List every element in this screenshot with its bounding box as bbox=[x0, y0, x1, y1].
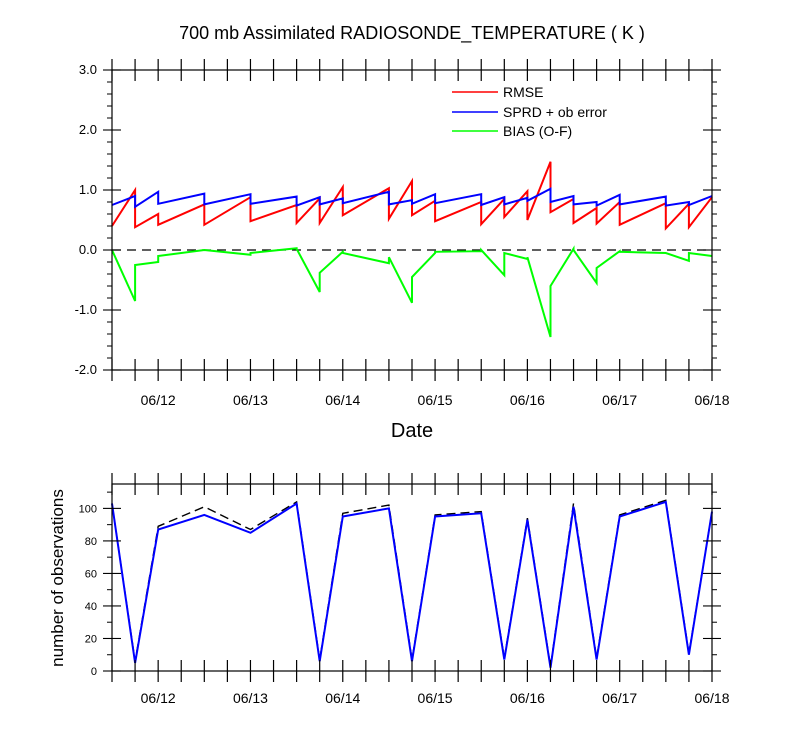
x-tick-label: 06/18 bbox=[694, 690, 729, 706]
y-tick-label: 3.0 bbox=[79, 62, 97, 77]
series-line-bias-o-f bbox=[111, 245, 713, 338]
chart-title: 700 mb Assimilated RADIOSONDE_TEMPERATUR… bbox=[179, 23, 645, 44]
x-tick-label: 06/14 bbox=[325, 392, 360, 408]
y-tick-label: 40 bbox=[85, 601, 97, 613]
bottom-series-group bbox=[111, 499, 713, 668]
x-tick-label: 06/16 bbox=[510, 392, 545, 408]
top-panel: 700 mb Assimilated RADIOSONDE_TEMPERATUR… bbox=[75, 23, 730, 442]
series-line-sprd-ob-error bbox=[111, 187, 713, 209]
x-tick-label: 06/12 bbox=[141, 392, 176, 408]
top-plot-frame bbox=[111, 69, 713, 371]
top-x-tick-labels: 06/12 06/13 06/14 06/15 06/16 06/17 06/18 bbox=[141, 392, 730, 408]
bottom-y-tick-labels: 100 80 60 40 20 0 bbox=[79, 503, 97, 678]
x-tick-label: 06/15 bbox=[418, 690, 453, 706]
series-line-observations-solid bbox=[111, 500, 713, 668]
legend-label-rmse: RMSE bbox=[503, 84, 543, 100]
x-axis-label: Date bbox=[391, 420, 433, 442]
y-tick-label: -1.0 bbox=[75, 302, 97, 317]
legend-label-sprd: SPRD + ob error bbox=[503, 104, 607, 120]
top-tick-group bbox=[103, 59, 721, 381]
series-line-rmse bbox=[111, 161, 713, 231]
bottom-plot-frame bbox=[111, 483, 713, 672]
top-y-tick-labels: 3.0 2.0 1.0 0.0 -1.0 -2.0 bbox=[75, 62, 97, 377]
legend-label-bias: BIAS (O-F) bbox=[503, 123, 572, 139]
bottom-x-tick-labels: 06/12 06/13 06/14 06/15 06/16 06/17 06/18 bbox=[141, 690, 730, 706]
y-tick-label: 0.0 bbox=[79, 242, 97, 257]
y-tick-label: 1.0 bbox=[79, 182, 97, 197]
y-axis-label-observations: number of observations bbox=[48, 489, 67, 667]
legend: RMSE SPRD + ob error BIAS (O-F) bbox=[452, 84, 607, 139]
y-tick-label: 0 bbox=[91, 666, 97, 678]
y-tick-label: 100 bbox=[79, 503, 97, 515]
x-tick-label: 06/17 bbox=[602, 392, 637, 408]
top-series-group bbox=[111, 161, 713, 338]
y-tick-label: 80 bbox=[85, 536, 97, 548]
x-tick-label: 06/17 bbox=[602, 690, 637, 706]
y-tick-label: 60 bbox=[85, 568, 97, 580]
y-tick-label: 20 bbox=[85, 633, 97, 645]
series-line-observations-dashed bbox=[111, 499, 713, 667]
x-tick-label: 06/13 bbox=[233, 392, 268, 408]
x-tick-label: 06/12 bbox=[141, 690, 176, 706]
x-tick-label: 06/15 bbox=[418, 392, 453, 408]
x-tick-label: 06/16 bbox=[510, 690, 545, 706]
x-tick-label: 06/14 bbox=[325, 690, 360, 706]
y-tick-label: -2.0 bbox=[75, 362, 97, 377]
y-tick-label: 2.0 bbox=[79, 122, 97, 137]
x-tick-label: 06/18 bbox=[694, 392, 729, 408]
bottom-tick-group bbox=[103, 473, 721, 682]
x-tick-label: 06/13 bbox=[233, 690, 268, 706]
